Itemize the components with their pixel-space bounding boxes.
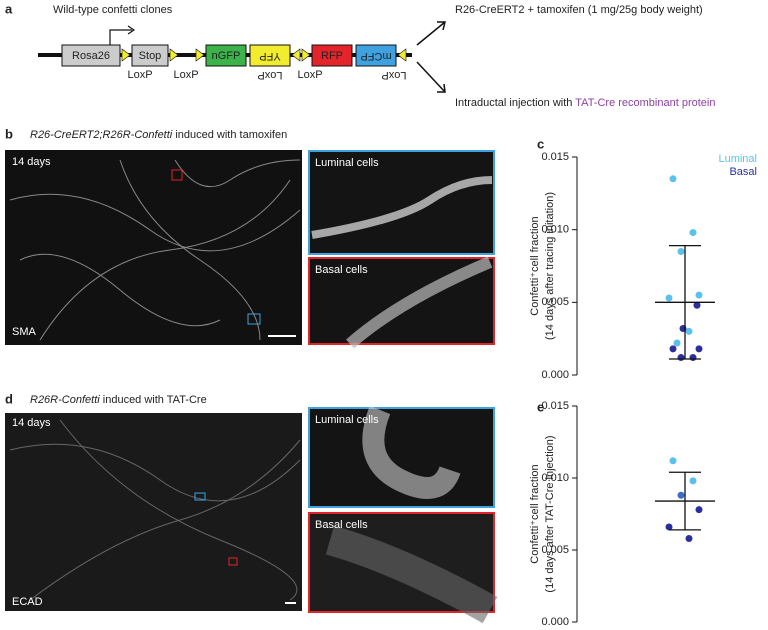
route-highlight: TAT-Cre recombinant protein xyxy=(575,97,715,109)
data-point xyxy=(695,345,703,353)
inset-texture xyxy=(311,176,493,239)
inset-texture xyxy=(362,405,461,499)
panel-label: b xyxy=(5,126,13,141)
promoter-arrow xyxy=(109,29,132,45)
box-ngfp xyxy=(205,44,247,67)
box-stop xyxy=(131,44,169,67)
data-point xyxy=(689,477,697,485)
data-point xyxy=(673,339,681,347)
data-point xyxy=(693,301,701,309)
data-point xyxy=(695,506,703,514)
micrograph xyxy=(5,413,302,611)
roi-box xyxy=(228,557,238,566)
loxp-label: LoxP xyxy=(381,69,406,81)
y-axis-label: (14 days after tracing initation) xyxy=(544,192,556,340)
data-point xyxy=(665,523,673,531)
panel-label: e xyxy=(537,399,544,414)
panel-title: R26-CreERT2;R26R-Confetti induced with t… xyxy=(30,129,287,141)
panel-title: Wild-type confetti clones xyxy=(53,4,173,16)
roi-box xyxy=(247,313,261,325)
y-tick-label: 0.015 xyxy=(541,400,569,412)
image-label: ECAD xyxy=(12,596,43,608)
y-tick-label: 0.010 xyxy=(541,472,569,484)
roi-box xyxy=(194,492,206,501)
data-point xyxy=(695,291,703,299)
inset xyxy=(308,150,495,255)
data-point xyxy=(669,345,677,353)
inset-texture xyxy=(346,256,493,349)
title-italic: R26-CreERT2;R26R-Confetti xyxy=(30,129,173,141)
box-rosa26 xyxy=(61,44,121,67)
route-text: Intraductal injection with TAT-Cre recom… xyxy=(455,97,715,109)
data-point xyxy=(669,457,677,465)
image-label: 14 days xyxy=(12,417,51,429)
y-tick-label: 0.005 xyxy=(541,296,569,308)
panel-label: c xyxy=(537,136,544,151)
image-label: SMA xyxy=(12,326,37,338)
route-text: Intraductal injection with xyxy=(455,97,572,109)
roi-box xyxy=(171,169,183,181)
box-label: nGFP xyxy=(212,50,241,62)
y-tick-label: 0.005 xyxy=(541,544,569,556)
micrograph-texture xyxy=(9,159,301,341)
y-axis-label: Confetti⁺cell fraction xyxy=(529,216,541,315)
data-point xyxy=(677,491,685,499)
image-label: Luminal cells xyxy=(315,157,379,169)
y-axis-label: (14 days after TAT-Cre injection) xyxy=(544,435,556,592)
box-rfp xyxy=(311,44,353,67)
data-point xyxy=(689,229,697,237)
box-yfp xyxy=(249,44,291,67)
loxp-label: LoxP xyxy=(127,69,152,81)
data-point xyxy=(677,354,685,362)
box-label: Stop xyxy=(139,50,162,62)
y-tick-label: 0.000 xyxy=(541,369,569,381)
route-text: R26-CreERT2 + tamoxifen (1 mg/25g body w… xyxy=(455,4,703,16)
data-point xyxy=(665,294,673,302)
promoter-arrow-head xyxy=(127,25,136,35)
image-label: Basal cells xyxy=(315,519,368,531)
y-axis-label: Confetti⁺cell fraction xyxy=(529,464,541,563)
route-arrows xyxy=(416,21,446,93)
title-rest: induced with tamoxifen xyxy=(175,129,287,141)
loxp-sites xyxy=(121,48,407,62)
y-tick-label: 0.000 xyxy=(541,616,569,628)
micrograph-texture xyxy=(9,419,301,601)
panel-label: a xyxy=(5,1,13,16)
y-tick-label: 0.010 xyxy=(541,224,569,236)
micrograph xyxy=(5,150,302,345)
data-point xyxy=(669,175,677,183)
box-label: RFP xyxy=(321,50,343,62)
legend-entry: Basal xyxy=(729,166,757,178)
y-tick-label: 0.015 xyxy=(541,151,569,163)
loxp-label: LoxP xyxy=(173,69,198,81)
title-italic: R26R-Confetti xyxy=(30,394,100,406)
data-point xyxy=(685,327,693,335)
image-label: Luminal cells xyxy=(315,414,379,426)
image-label: Basal cells xyxy=(315,264,368,276)
image-label: 14 days xyxy=(12,156,51,168)
box-label: Rosa26 xyxy=(72,50,110,62)
box-mcfp xyxy=(355,44,397,67)
data-point xyxy=(677,247,685,255)
title-rest: induced with TAT-Cre xyxy=(103,394,207,406)
data-point xyxy=(689,354,697,362)
data-point xyxy=(685,534,693,542)
inset-texture xyxy=(325,525,498,624)
legend-entry: Luminal xyxy=(718,153,757,165)
box-label: YFP xyxy=(259,50,280,62)
panel-title: R26R-Confetti induced with TAT-Cre xyxy=(30,394,207,406)
box-label: mCFP xyxy=(360,50,391,62)
panel-label: d xyxy=(5,391,13,406)
loxp-label: LoxP xyxy=(257,69,282,81)
loxp-label: LoxP xyxy=(297,69,322,81)
